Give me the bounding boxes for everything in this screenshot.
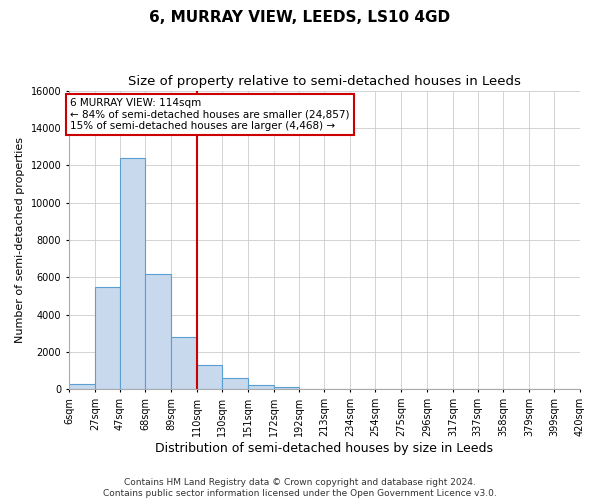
Bar [197,365,222,390]
Bar [95,286,119,390]
Y-axis label: Number of semi-detached properties: Number of semi-detached properties [15,137,25,343]
Title: Size of property relative to semi-detached houses in Leeds: Size of property relative to semi-detach… [128,75,521,88]
Bar [274,386,299,390]
Text: Contains HM Land Registry data © Crown copyright and database right 2024.
Contai: Contains HM Land Registry data © Crown c… [103,478,497,498]
Text: 6, MURRAY VIEW, LEEDS, LS10 4GD: 6, MURRAY VIEW, LEEDS, LS10 4GD [149,10,451,25]
X-axis label: Distribution of semi-detached houses by size in Leeds: Distribution of semi-detached houses by … [155,442,493,455]
Bar [69,384,95,390]
Bar [119,158,145,390]
Bar [222,378,248,390]
Bar [172,337,197,390]
Bar [248,384,274,390]
Bar [145,274,172,390]
Text: 6 MURRAY VIEW: 114sqm
← 84% of semi-detached houses are smaller (24,857)
15% of : 6 MURRAY VIEW: 114sqm ← 84% of semi-deta… [70,98,350,131]
